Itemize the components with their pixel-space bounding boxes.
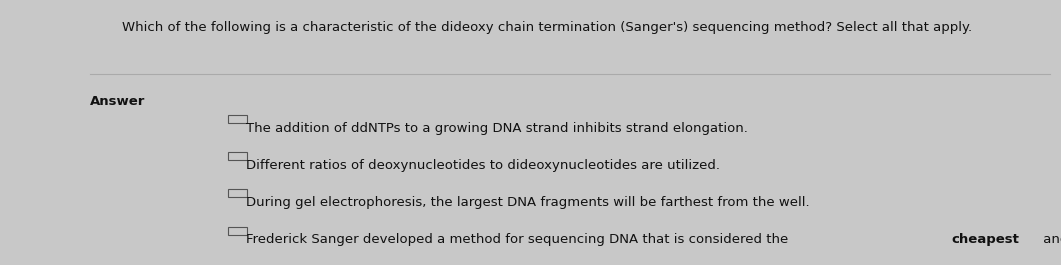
Text: Different ratios of deoxynucleotides to dideoxynucleotides are utilized.: Different ratios of deoxynucleotides to … [246, 159, 720, 172]
Text: Frederick Sanger developed a method for sequencing DNA that is considered the: Frederick Sanger developed a method for … [246, 233, 793, 246]
Text: Answer: Answer [90, 95, 145, 108]
Bar [228, 227, 247, 235]
Text: During gel electrophoresis, the largest DNA fragments will be farthest from the : During gel electrophoresis, the largest … [246, 196, 810, 209]
Bar [228, 115, 247, 123]
Text: cheapest: cheapest [952, 233, 1020, 246]
Text: The addition of ddNTPs to a growing DNA strand inhibits strand elongation.: The addition of ddNTPs to a growing DNA … [246, 122, 748, 135]
Bar [228, 189, 247, 197]
Bar [228, 152, 247, 160]
Text: and: and [1039, 233, 1061, 246]
Text: Which of the following is a characteristic of the dideoxy chain termination (San: Which of the following is a characterist… [122, 21, 972, 34]
